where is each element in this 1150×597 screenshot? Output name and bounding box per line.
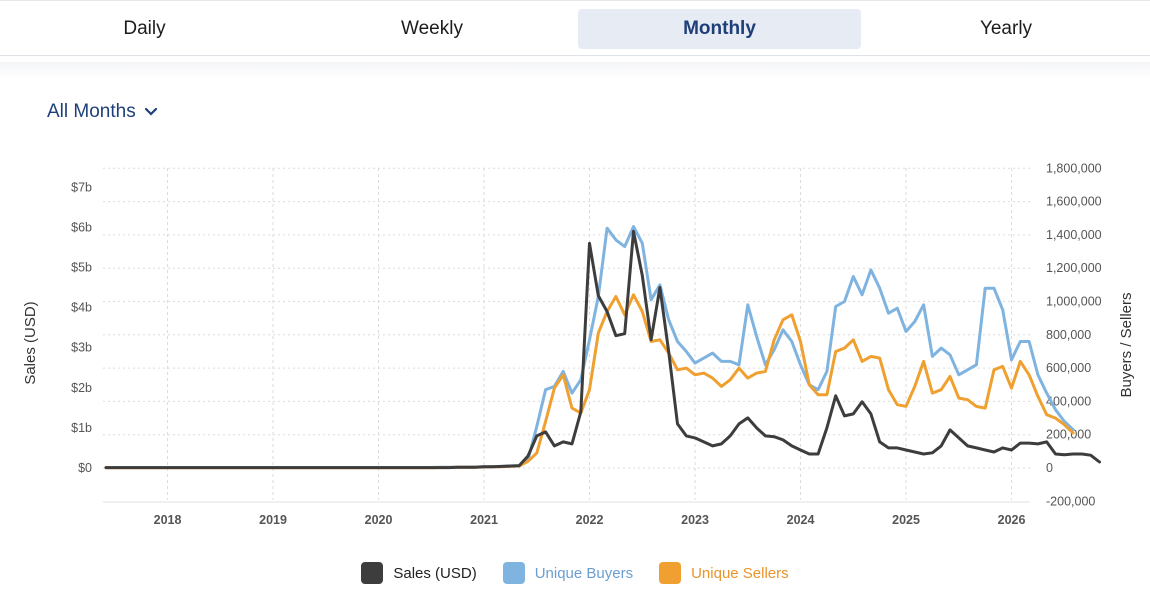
period-tabs: Daily Weekly Monthly Yearly	[0, 0, 1150, 56]
tab-yearly[interactable]: Yearly	[979, 18, 1033, 39]
left-tick-label: $5b	[71, 261, 92, 275]
left-tick-label: $4b	[71, 301, 92, 315]
tab-daily[interactable]: Daily	[123, 18, 166, 39]
legend-swatch-sales	[361, 562, 384, 584]
x-axis-ticks: 2018 2019 2020 2021 2022 2023 2024 2025 2026	[154, 513, 1026, 527]
tab-monthly[interactable]: Monthly	[578, 9, 861, 49]
left-tick-label: $2b	[71, 381, 92, 395]
tab-weekly[interactable]: Weekly	[401, 18, 463, 39]
x-tick-label: 2024	[787, 513, 815, 527]
x-tick-label: 2026	[998, 513, 1026, 527]
right-tick-label: 0	[1046, 461, 1053, 475]
right-tick-label: 800,000	[1046, 328, 1091, 342]
left-axis-ticks: $0 $1b $2b $3b $4b $5b $6b $7b	[71, 180, 92, 475]
right-tick-label: 400,000	[1046, 394, 1091, 408]
sales-line	[104, 229, 1101, 470]
x-tick-label: 2023	[681, 513, 709, 527]
right-tick-label: 200,000	[1046, 428, 1091, 442]
x-tick-label: 2021	[470, 513, 498, 527]
right-tick-label: 1,400,000	[1046, 228, 1102, 242]
legend-swatch-buyers	[502, 562, 525, 584]
legend-label-buyers: Unique Buyers	[534, 564, 634, 582]
left-tick-label: $1b	[71, 421, 92, 435]
y-axis-left-label: Sales (USD)	[22, 301, 39, 384]
chart-series	[104, 225, 1101, 470]
chevron-down-icon	[144, 107, 158, 117]
x-tick-label: 2018	[154, 513, 182, 527]
right-tick-label: 600,000	[1046, 361, 1091, 375]
chart-legend: Sales (USD) Unique Buyers Unique Sellers	[0, 562, 1150, 584]
left-tick-label: $7b	[71, 180, 92, 194]
left-tick-label: $3b	[71, 341, 92, 355]
month-filter-label: All Months	[47, 101, 136, 122]
right-tick-label: 1,600,000	[1046, 195, 1102, 209]
chart-grid	[103, 167, 1030, 503]
right-axis-ticks: -200,000 0 200,000 400,000 600,000 800,000 1,0…	[1046, 161, 1102, 508]
x-tick-label: 2025	[892, 513, 920, 527]
legend-item-buyers[interactable]: Unique Buyers	[502, 562, 634, 584]
y-axis-right-label: Buyers / Sellers	[1118, 292, 1135, 397]
x-tick-label: 2022	[576, 513, 604, 527]
header-shadow	[0, 62, 1150, 80]
sales-chart: $0 $1b $2b $3b $4b $5b $6b $7b -200,000 0 200,000…	[22, 161, 1135, 527]
legend-label-sellers: Unique Sellers	[691, 564, 789, 582]
x-tick-label: 2019	[259, 513, 287, 527]
left-tick-label: $0	[78, 461, 92, 475]
legend-swatch-sellers	[659, 562, 682, 584]
right-tick-label: 1,200,000	[1046, 261, 1102, 275]
legend-item-sales[interactable]: Sales (USD)	[361, 562, 477, 584]
legend-item-sellers[interactable]: Unique Sellers	[659, 562, 789, 584]
right-tick-label: 1,800,000	[1046, 161, 1102, 175]
legend-label-sales: Sales (USD)	[393, 564, 477, 582]
x-tick-label: 2020	[365, 513, 393, 527]
right-tick-label: 1,000,000	[1046, 295, 1102, 309]
right-tick-label: -200,000	[1046, 494, 1095, 508]
left-tick-label: $6b	[71, 220, 92, 234]
month-filter-dropdown[interactable]: All Months	[47, 101, 158, 123]
